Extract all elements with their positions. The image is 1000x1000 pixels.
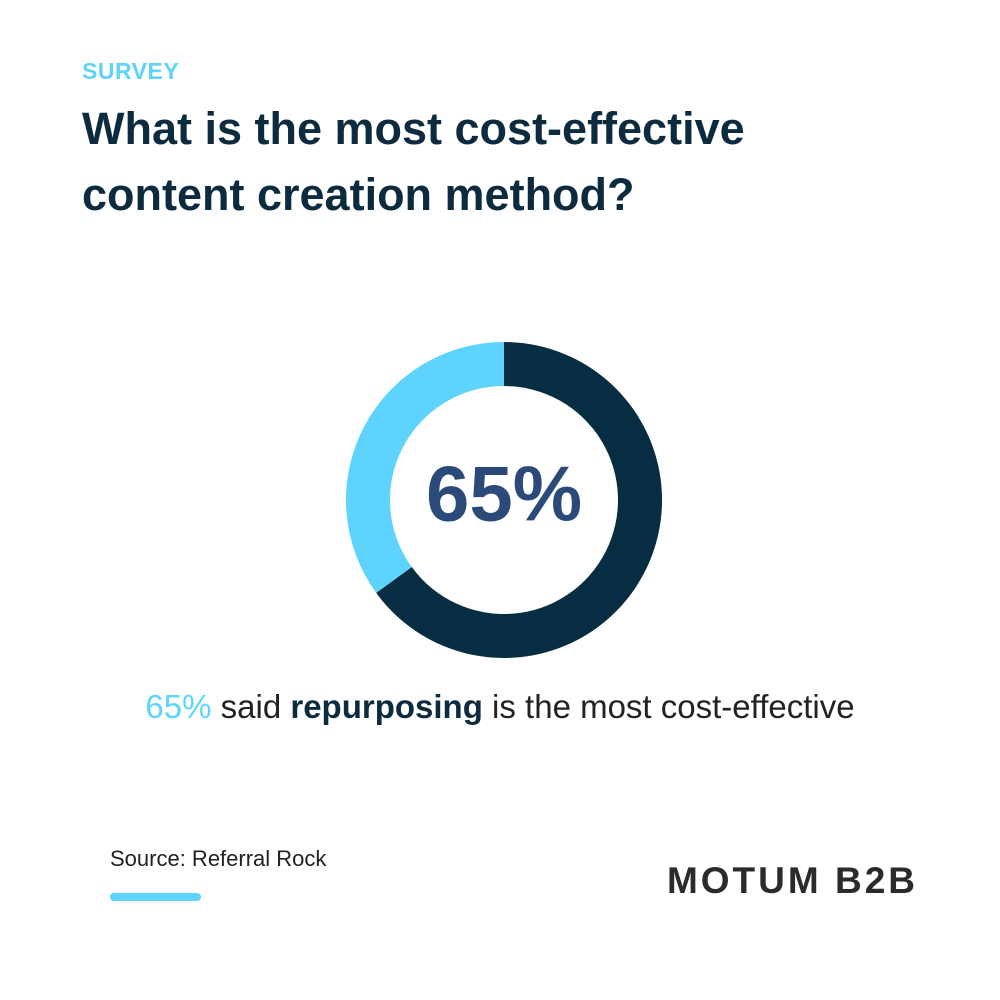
source: Source: Referral Rock <box>110 846 327 871</box>
caption-text: said <box>220 688 282 725</box>
donut-segment <box>376 342 663 658</box>
center-label: 65% <box>426 450 582 538</box>
caption: 65% said repurposing is the most cost-ef… <box>0 688 1000 726</box>
chart-title: What is the most cost-effective content … <box>82 103 745 220</box>
donut-segment <box>346 342 504 593</box>
caption-highlight: 65% <box>145 688 212 725</box>
caption-bold: repurposing <box>290 688 483 725</box>
source-underline <box>110 893 201 901</box>
caption-text: is the most cost-effective <box>492 688 855 725</box>
kicker: SURVEY <box>82 58 180 84</box>
logo: MOTUM B2B <box>666 860 918 901</box>
